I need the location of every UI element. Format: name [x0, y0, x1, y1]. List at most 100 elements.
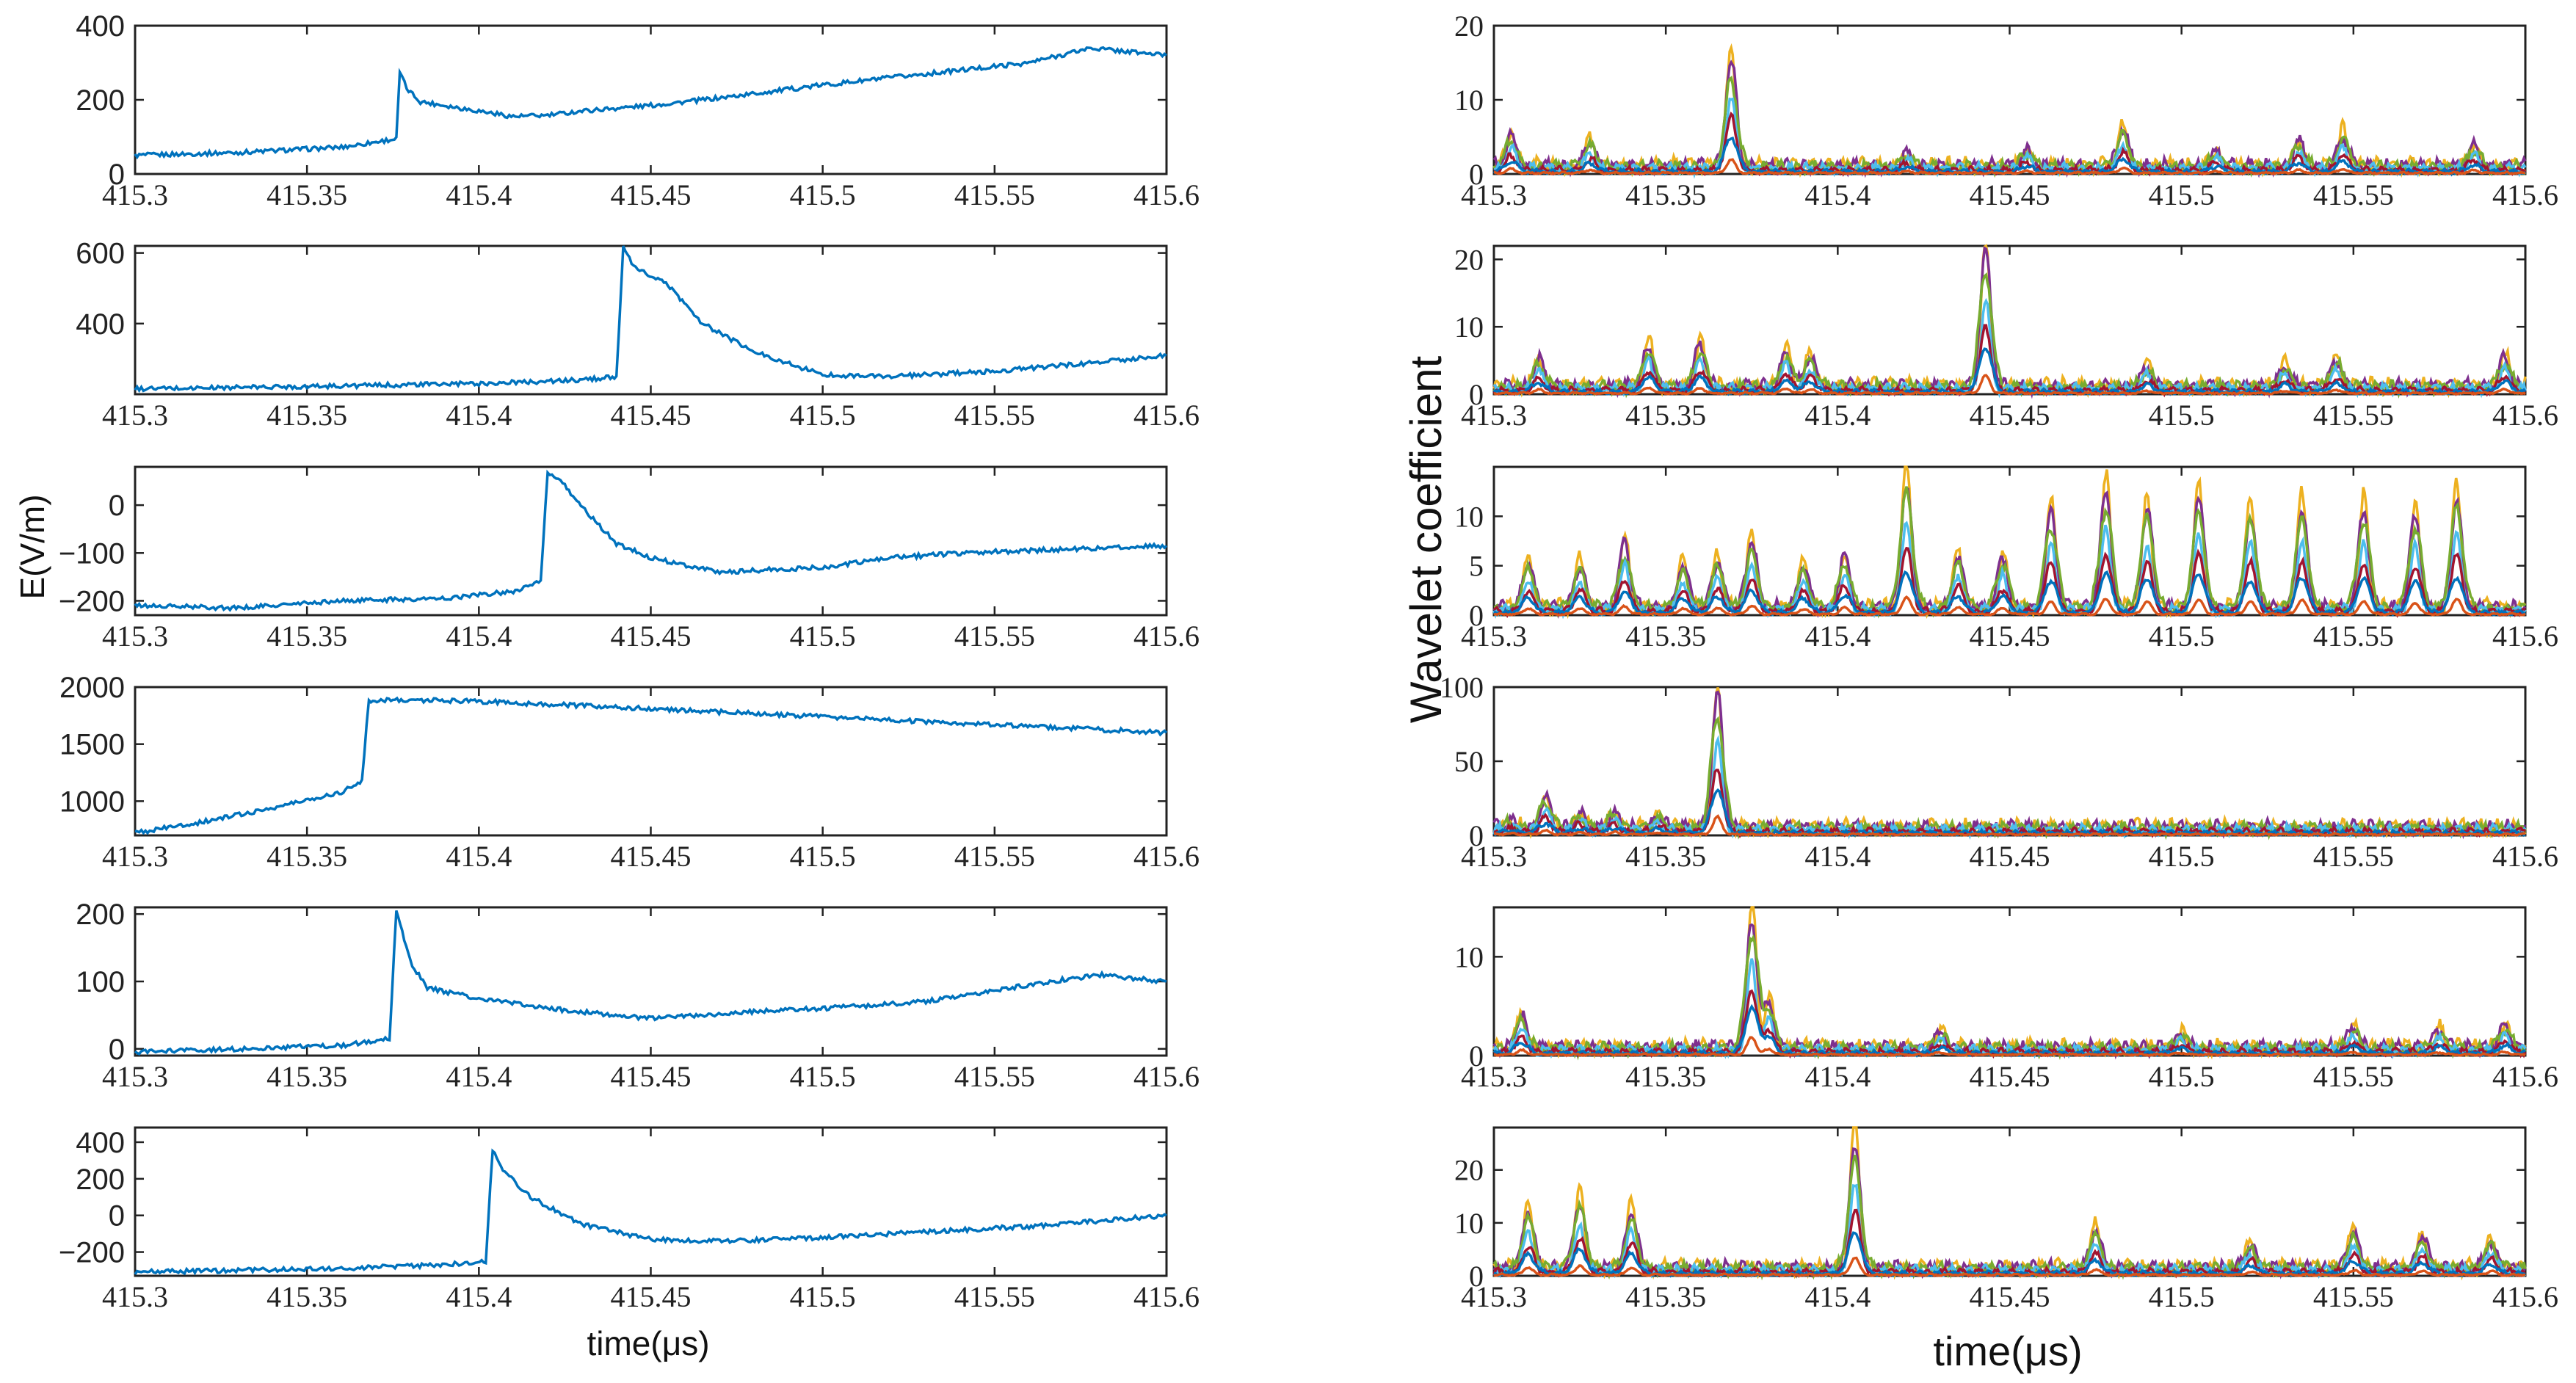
x-tick-label: 415.5: [2149, 1060, 2215, 1093]
x-tick-label: 415.4: [446, 840, 512, 873]
x-tick-label: 415.4: [1804, 620, 1871, 653]
y-tick-label: 600: [76, 238, 125, 270]
x-tick-label: 415.4: [1804, 1280, 1871, 1313]
right-panel-5-wavelet-series-3: [1492, 934, 2527, 1061]
x-tick-label: 415.6: [2492, 399, 2558, 432]
left-x-axis-label: time(μs): [587, 1324, 709, 1362]
left-panel-3-frame: [134, 465, 1168, 617]
y-tick-label: 0: [109, 1200, 125, 1233]
y-tick-label: 400: [76, 308, 125, 341]
x-tick-label: 415.55: [954, 1280, 1035, 1313]
right-panel-6-wavelet-series-5: [1492, 1208, 2526, 1279]
x-tick-label: 415.35: [266, 620, 347, 653]
x-tick-label: 415.55: [954, 399, 1035, 432]
right-panel-1: 415.3 415.35 415.4 415.45 415.5 415.55 415.6 0 1…: [1454, 10, 2558, 211]
x-tick-label: 415.3: [1461, 399, 1527, 432]
x-tick-label: 415.55: [2313, 840, 2394, 873]
x-tick-label: 415.3: [102, 620, 168, 653]
right-panel-2: 415.3 415.35 415.4 415.45 415.5 415.55 415.6 0 1…: [1454, 243, 2558, 432]
y-tick-label: 100: [1440, 671, 1484, 704]
y-tick-label: 0: [109, 490, 125, 522]
right-panel-4: 415.3 415.35 415.4 415.45 415.5 415.55 415.6 0 5…: [1440, 671, 2558, 873]
x-tick-label: 415.45: [1970, 620, 2050, 653]
x-tick-label: 415.5: [2149, 399, 2215, 432]
left-y-axis-label: E(V/m): [13, 494, 51, 599]
y-tick-label: 0: [1469, 158, 1484, 191]
x-tick-label: 415.3: [1461, 1280, 1527, 1313]
x-tick-label: 415.4: [446, 1060, 512, 1093]
x-tick-label: 415.45: [1970, 1060, 2050, 1093]
x-tick-label: 415.55: [2313, 1280, 2394, 1313]
y-tick-label: −200: [59, 1237, 125, 1269]
right-panel-5-wavelet-series-7: [1493, 1036, 2526, 1058]
x-tick-label: 415.45: [611, 399, 692, 432]
y-tick-label: 20: [1454, 10, 1484, 43]
left-panel-3: 415.3 415.35 415.4 415.45 415.5 415.55 415.6 0 −…: [59, 465, 1200, 653]
x-tick-label: 415.3: [1461, 178, 1527, 211]
x-tick-label: 415.3: [102, 178, 168, 211]
left-panel-5: 415.3 415.35 415.4 415.45 415.5 415.55 415.6 0 1…: [76, 899, 1200, 1093]
x-tick-label: 415.3: [1461, 1060, 1527, 1093]
right-panel-5-wavelet-series-4: [1492, 958, 2527, 1060]
right-panel-6-wavelet-series-3: [1492, 1155, 2527, 1281]
x-tick-label: 415.5: [2149, 178, 2215, 211]
x-tick-label: 415.5: [2149, 620, 2215, 653]
left-panel-6-signal-line: [134, 1148, 1167, 1276]
x-tick-label: 415.4: [446, 1280, 512, 1313]
x-tick-label: 415.55: [2313, 1060, 2394, 1093]
right-panel-2-wavelet-series-7: [1493, 374, 2526, 396]
right-panel-2-frame: [1492, 244, 2527, 396]
x-tick-label: 415.35: [1625, 178, 1706, 211]
y-tick-label: 200: [76, 84, 125, 117]
x-tick-label: 415.55: [954, 178, 1035, 211]
x-tick-label: 415.6: [1133, 840, 1200, 873]
y-tick-label: 5: [1469, 550, 1484, 583]
x-tick-label: 415.45: [611, 840, 692, 873]
left-panel-5-signal-line: [134, 910, 1167, 1056]
x-tick-label: 415.5: [790, 840, 856, 873]
x-tick-label: 415.5: [2149, 840, 2215, 873]
right-panel-4-wavelet-series-2: [1492, 690, 2527, 840]
left-panel-3-signal-line: [134, 469, 1168, 612]
x-tick-label: 415.4: [446, 399, 512, 432]
x-tick-label: 415.35: [1625, 399, 1706, 432]
y-tick-label: 0: [109, 1034, 125, 1066]
x-tick-label: 415.35: [1625, 620, 1706, 653]
x-tick-label: 415.55: [954, 620, 1035, 653]
x-tick-label: 415.35: [1625, 1280, 1706, 1313]
y-tick-label: 0: [1469, 819, 1484, 852]
right-panel-1-wavelet-series-1: [1492, 43, 2527, 178]
y-tick-label: 20: [1454, 243, 1484, 276]
y-tick-label: 50: [1454, 745, 1484, 778]
right-panel-1-frame: [1492, 24, 2527, 175]
y-tick-label: 0: [1469, 378, 1484, 411]
y-tick-label: 10: [1454, 940, 1484, 973]
y-tick-label: 10: [1454, 84, 1484, 117]
right-panel-4-wavelet-series-1: [1492, 687, 2527, 839]
right-panel-1-wavelet-series-2: [1492, 59, 2527, 178]
right-panel-4-frame: [1492, 686, 2527, 837]
right-panel-6-frame: [1492, 1126, 2527, 1277]
x-tick-label: 415.6: [1133, 620, 1200, 653]
y-tick-label: 10: [1454, 1207, 1484, 1240]
x-tick-label: 415.5: [790, 399, 856, 432]
x-tick-label: 415.6: [2492, 840, 2558, 873]
right-panel-2-wavelet-series-6: [1492, 347, 2527, 396]
right-panel-3-wavelet-series-3: [1493, 486, 2527, 619]
right-panel-3: 415.3 415.35 415.4 415.45 415.5 415.55 415.6 0 5…: [1454, 465, 2558, 653]
right-panel-5-wavelet-series-1: [1492, 906, 2527, 1060]
right-y-axis-label: Wavelet coefficient: [1401, 356, 1451, 724]
x-tick-label: 415.6: [1133, 1060, 1200, 1093]
left-panel-6: 415.3 415.35 415.4 415.45 415.5 415.55 415.6 40…: [59, 1126, 1200, 1313]
y-tick-label: 400: [76, 1127, 125, 1159]
x-tick-label: 415.3: [102, 1060, 168, 1093]
x-tick-label: 415.3: [102, 840, 168, 873]
x-tick-label: 415.35: [266, 178, 347, 211]
right-panel-4-wavelet-series-3: [1492, 716, 2527, 841]
x-tick-label: 415.45: [611, 620, 692, 653]
x-tick-label: 415.55: [954, 1060, 1035, 1093]
x-tick-label: 415.55: [2313, 620, 2394, 653]
x-tick-label: 415.35: [266, 399, 347, 432]
y-tick-label: 1000: [59, 785, 125, 818]
x-tick-label: 415.5: [2149, 1280, 2215, 1313]
